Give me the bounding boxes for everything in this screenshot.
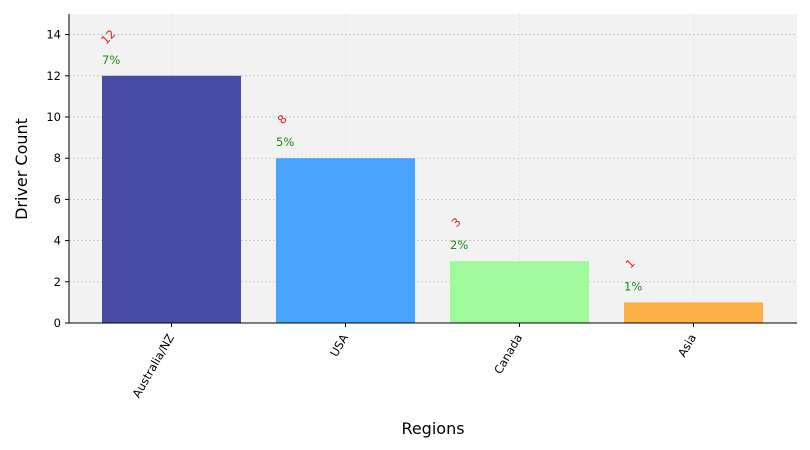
x-tick-label: Asia — [675, 332, 699, 360]
bar-usa — [276, 158, 415, 323]
percent-label: 1% — [624, 279, 642, 293]
y-tick-label: 14 — [46, 28, 61, 42]
bars — [102, 75, 763, 323]
x-tick-label: Canada — [491, 332, 525, 377]
x-axis-title: Regions — [401, 419, 464, 438]
bar-canada — [450, 261, 589, 323]
y-axis-title: Driver Count — [12, 118, 31, 220]
y-tick-label: 6 — [54, 192, 61, 206]
percent-label: 5% — [276, 135, 294, 149]
y-tick-label: 0 — [54, 316, 61, 330]
x-tick-label: Australia/NZ — [129, 331, 177, 400]
bar-asia — [624, 302, 763, 323]
y-tick-label: 12 — [46, 69, 61, 83]
y-tick-label: 2 — [54, 275, 61, 289]
x-ticks: Australia/NZ USA Canada Asia — [129, 323, 699, 400]
y-tick-label: 4 — [54, 234, 61, 248]
y-ticks: 0 2 4 6 8 10 12 14 — [46, 28, 69, 330]
percent-label: 7% — [102, 53, 120, 67]
percent-label: 2% — [450, 238, 468, 252]
y-tick-label: 10 — [46, 110, 61, 124]
y-tick-label: 8 — [54, 151, 61, 165]
bar-australia-nz — [102, 75, 241, 323]
x-tick-label: USA — [327, 331, 351, 359]
